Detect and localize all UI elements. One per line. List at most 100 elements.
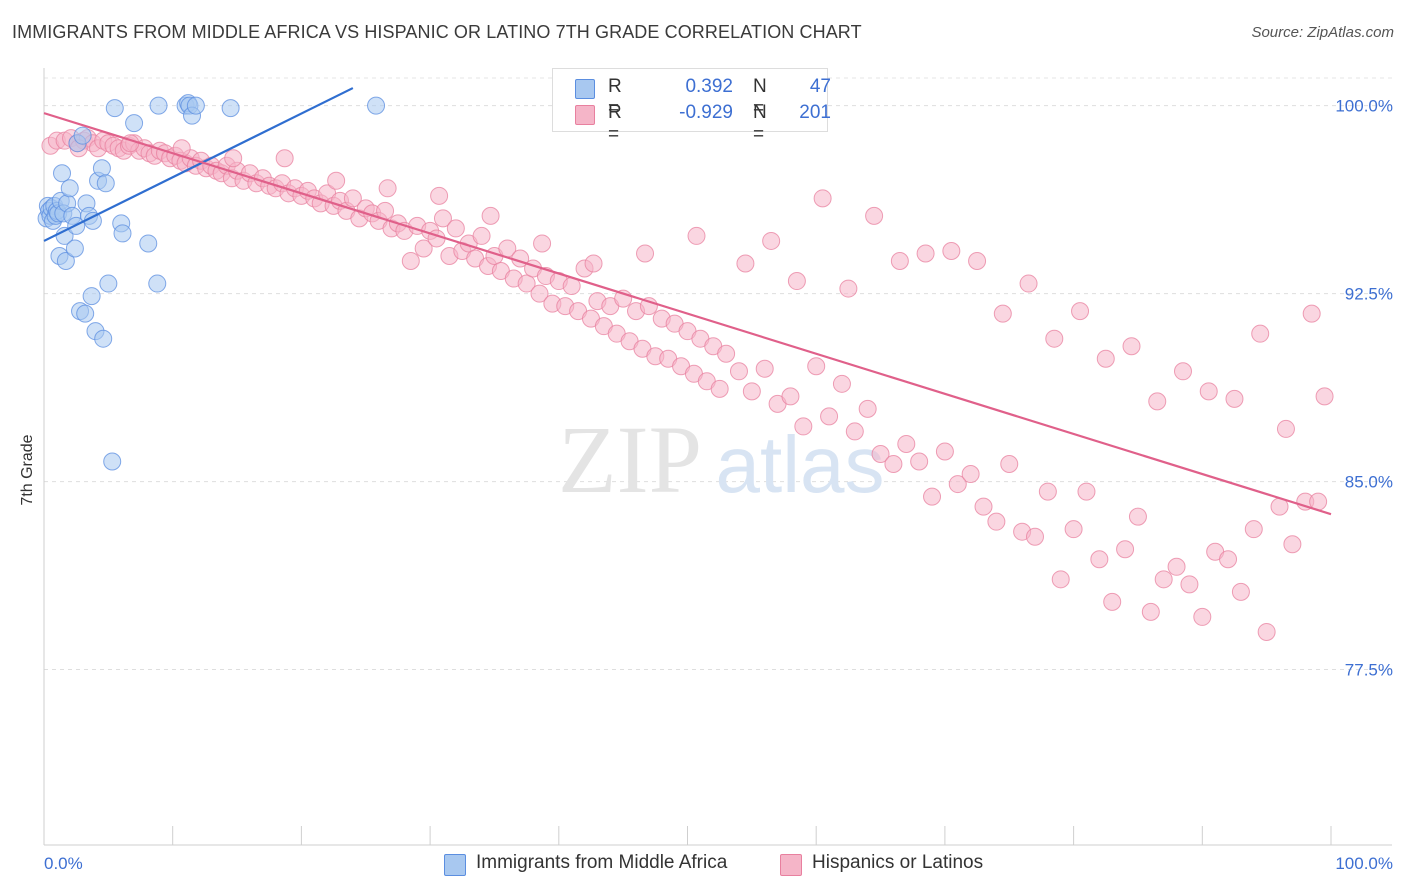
data-point [275,149,294,168]
data-point [755,359,774,378]
data-point [1199,382,1218,401]
data-point [433,209,452,228]
data-point [787,272,806,291]
data-point [472,226,491,245]
data-point [935,442,954,461]
data-point [729,362,748,381]
data-point [897,434,916,453]
legend-n-label: N = [753,102,767,145]
data-point [1180,575,1199,594]
data-point [125,114,144,133]
data-point [1167,557,1186,576]
data-point [1071,302,1090,321]
data-point [865,206,884,225]
data-point [1244,520,1263,539]
data-point [858,399,877,418]
data-point [890,251,909,270]
x-tick-label: 100.0% [1335,854,1393,873]
data-point [530,284,549,303]
data-point [742,382,761,401]
data-point [82,287,101,306]
data-point [832,374,851,393]
trend-lines [43,87,1332,516]
data-point [1231,582,1250,601]
data-point [1090,550,1109,569]
data-point [1077,482,1096,501]
data-point [92,159,111,178]
data-point [794,417,813,436]
data-point [401,251,420,270]
axes [43,68,1392,846]
bottom-legend-swatch-pink [780,854,802,876]
data-point [149,96,168,115]
data-point [923,487,942,506]
data-point [60,179,79,198]
data-point [65,239,84,258]
data-point [1064,520,1083,539]
data-point [224,149,243,168]
data-point [1257,622,1276,641]
data-point [1154,570,1173,589]
data-points [37,94,1334,641]
data-point [96,174,115,193]
legend-r-value: 0.392 [685,76,733,97]
chart-title: IMMIGRANTS FROM MIDDLE AFRICA VS HISPANI… [12,22,862,42]
y-tick-label: 77.5% [1345,661,1393,680]
trend-line-hispanics [43,112,1332,516]
data-point [327,171,346,190]
data-point [1283,535,1302,554]
data-point [105,99,124,118]
data-point [481,206,500,225]
bottom-legend-label: Hispanics or Latinos [812,852,984,873]
data-point [94,329,113,348]
source-label: Source: ZipAtlas.com [1251,24,1394,41]
data-point [884,455,903,474]
legend-n-label: N = [753,76,767,119]
data-point [414,239,433,258]
data-point [1173,362,1192,381]
data-point [186,96,205,115]
data-point [1193,607,1212,626]
data-point [961,465,980,484]
data-point [1051,570,1070,589]
legend-r-value: -0.929 [679,102,733,123]
x-tick-label: 0.0% [44,854,83,873]
y-tick-labels: 77.5% 85.0% 92.5% 100.0% [1335,97,1393,680]
data-point [781,387,800,406]
legend-n-value: 201 [799,102,831,123]
x-tick-labels: 0.0% 100.0% [44,854,1393,873]
data-point [910,452,929,471]
data-point [221,99,240,118]
bottom-legend-swatch-blue [444,854,466,876]
y-axis-label: 7th Grade [19,434,36,506]
data-point [636,244,655,263]
data-point [1225,389,1244,408]
data-point [1116,540,1135,559]
data-point [813,189,832,208]
data-point [1103,592,1122,611]
data-point [916,244,935,263]
legend-swatch-pink [575,105,595,125]
data-point [446,219,465,238]
trend-line-middle-africa [43,87,354,242]
data-point [76,304,95,323]
data-point [1148,392,1167,411]
legend-r-label: R = [608,76,622,119]
data-point [1019,274,1038,293]
data-point [687,226,706,245]
data-point [139,234,158,253]
data-point [993,304,1012,323]
data-point [710,379,729,398]
data-point [1128,507,1147,526]
data-point [839,279,858,298]
data-point [378,179,397,198]
points-hispanics [41,129,1334,641]
data-point [948,475,967,494]
data-point [533,234,552,253]
data-point [1302,304,1321,323]
stats-legend: R = 0.392 N = 47 R = -0.929 N = 201 [552,68,831,145]
data-point [1045,329,1064,348]
data-point [56,251,75,270]
data-point [820,407,839,426]
data-point [103,452,122,471]
